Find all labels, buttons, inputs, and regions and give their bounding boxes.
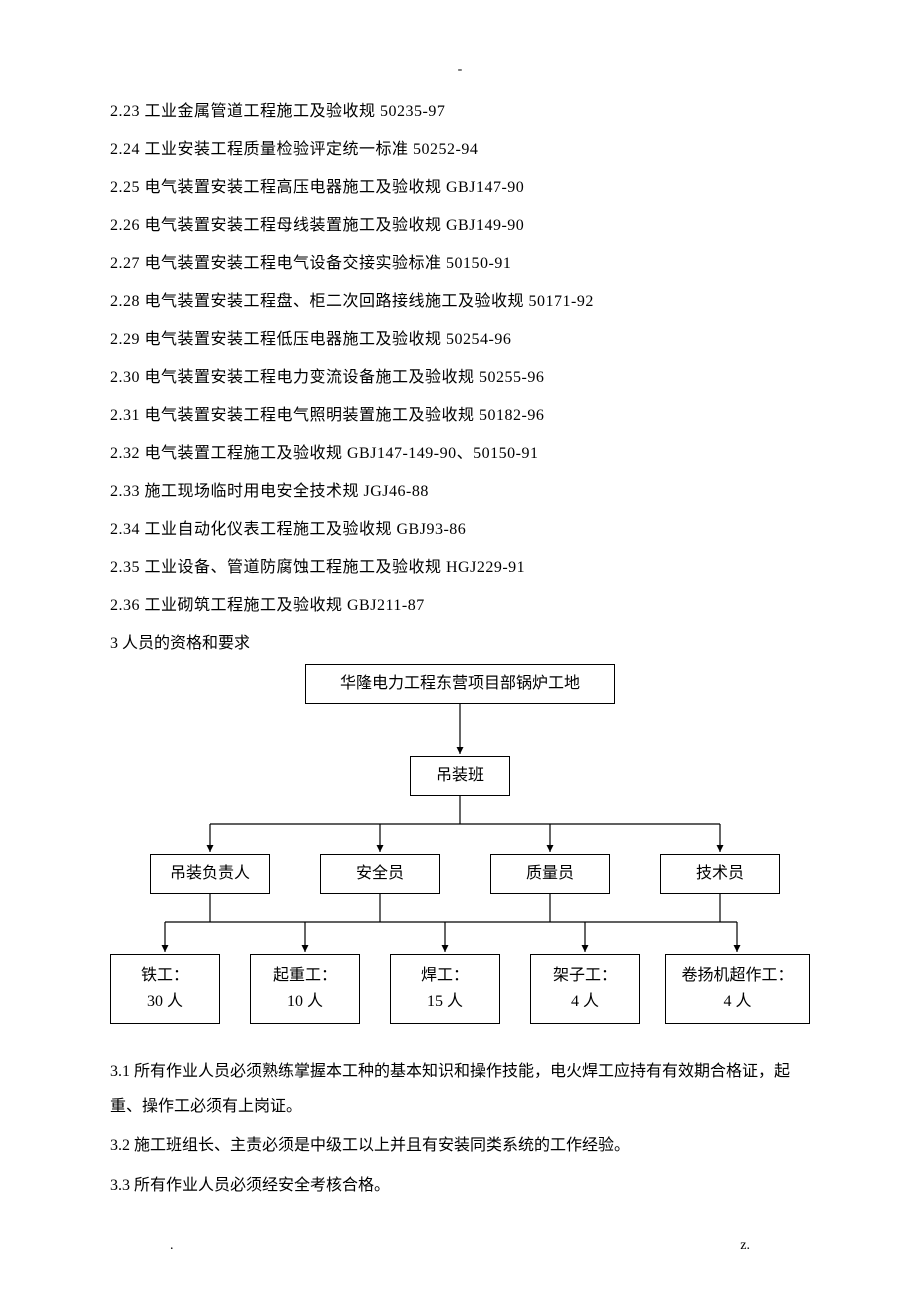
chart-node-top: 华隆电力工程东营项目部锅炉工地 [305,664,615,704]
standard-item: 2.29 电气装置安装工程低压电器施工及验收规 50254-96 [110,328,810,352]
chart-node-line1: 卷扬机超作工： [681,963,793,989]
standard-item: 2.23 工业金属管道工程施工及验收规 50235-97 [110,100,810,124]
standard-item: 2.25 电气装置安装工程高压电器施工及验收规 GBJ147-90 [110,176,810,200]
standard-item: 2.33 施工现场临时用电安全技术规 JGJ46-88 [110,480,810,504]
header-mark: - [458,62,463,78]
standard-item: 2.27 电气装置安装工程电气设备交接实验标准 50150-91 [110,252,810,276]
chart-node-row1: 技术员 [660,854,780,894]
chart-node-row1: 吊装负责人 [150,854,270,894]
standard-item: 2.30 电气装置安装工程电力变流设备施工及验收规 50255-96 [110,366,810,390]
chart-node-line2: 30 人 [147,989,183,1015]
paragraph: 3.1 所有作业人员必须熟练掌握本工种的基本知识和操作技能，电火焊工应持有有效期… [110,1054,810,1124]
org-chart: 华隆电力工程东营项目部锅炉工地 吊装班 吊装负责人 安全员 质量员 技术员 铁工… [110,664,810,1044]
standard-item: 2.31 电气装置安装工程电气照明装置施工及验收规 50182-96 [110,404,810,428]
chart-node-row1: 质量员 [490,854,610,894]
paragraph: 3.3 所有作业人员必须经安全考核合格。 [110,1168,810,1203]
chart-node-line2: 4 人 [571,989,599,1015]
chart-node-line1: 焊工： [421,963,469,989]
chart-node-row2: 架子工： 4 人 [530,954,640,1024]
chart-node-row2: 铁工： 30 人 [110,954,220,1024]
chart-node-row2: 卷扬机超作工： 4 人 [665,954,810,1024]
standard-item: 2.32 电气装置工程施工及验收规 GBJ147-149-90、50150-91 [110,442,810,466]
standards-list: 2.23 工业金属管道工程施工及验收规 50235-97 2.24 工业安装工程… [110,100,810,618]
chart-node-row1: 安全员 [320,854,440,894]
chart-node-line1: 起重工： [273,963,337,989]
chart-node-line2: 10 人 [287,989,323,1015]
standard-item: 2.34 工业自动化仪表工程施工及验收规 GBJ93-86 [110,518,810,542]
section-3-heading: 3 人员的资格和要求 [110,632,810,656]
chart-node-line2: 15 人 [427,989,463,1015]
standard-item: 2.28 电气装置安装工程盘、柜二次回路接线施工及验收规 50171-92 [110,290,810,314]
chart-node-line2: 4 人 [723,989,751,1015]
footer-left: . [170,1238,174,1254]
chart-node-mid: 吊装班 [410,756,510,796]
paragraph: 3.2 施工班组长、主责必须是中级工以上并且有安装同类系统的工作经验。 [110,1128,810,1163]
standard-item: 2.35 工业设备、管道防腐蚀工程施工及验收规 HGJ229-91 [110,556,810,580]
chart-node-line1: 架子工： [553,963,617,989]
chart-node-line1: 铁工： [141,963,189,989]
standard-item: 2.36 工业砌筑工程施工及验收规 GBJ211-87 [110,594,810,618]
footer-right: z. [740,1238,750,1254]
chart-node-row2: 起重工： 10 人 [250,954,360,1024]
chart-node-row2: 焊工： 15 人 [390,954,500,1024]
standard-item: 2.24 工业安装工程质量检验评定统一标准 50252-94 [110,138,810,162]
standard-item: 2.26 电气装置安装工程母线装置施工及验收规 GBJ149-90 [110,214,810,238]
